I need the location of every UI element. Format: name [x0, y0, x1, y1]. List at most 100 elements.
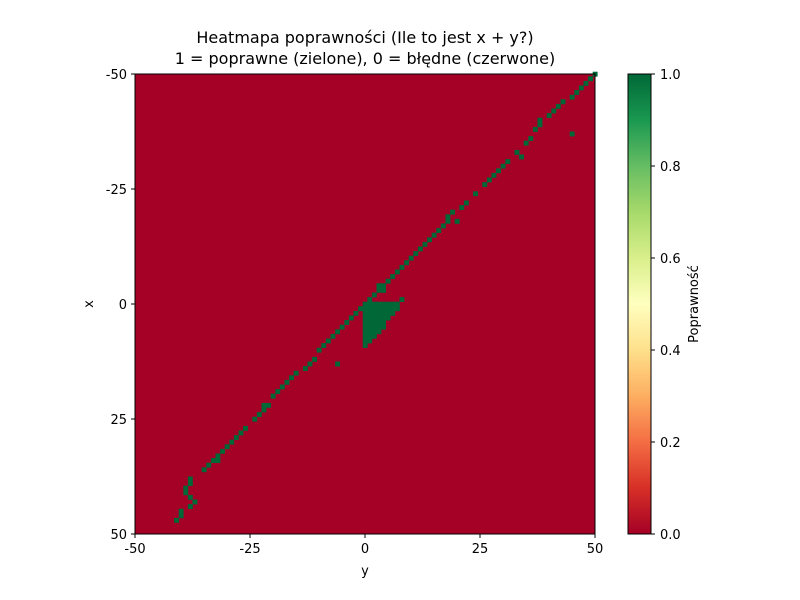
- heatmap-cell-correct: [270, 393, 276, 399]
- heatmap-cell-correct: [385, 278, 391, 284]
- heatmap-cell-correct: [385, 310, 391, 316]
- heatmap-cell-correct: [417, 246, 423, 252]
- heatmap-cell-correct: [371, 329, 377, 335]
- heatmap-cell-correct: [344, 320, 350, 325]
- heatmap-cell-correct: [183, 490, 189, 496]
- heatmap-cell-correct: [376, 310, 382, 316]
- heatmap-cell-correct: [201, 467, 207, 473]
- heatmap-cell-correct: [408, 255, 414, 261]
- heatmap-cell-correct: [381, 324, 386, 330]
- heatmap-cell-correct: [367, 324, 373, 330]
- heatmap-cell-correct: [215, 458, 221, 463]
- heatmap-cell-correct: [321, 343, 327, 348]
- heatmap-cell-correct: [569, 94, 575, 100]
- heatmap-cell-correct: [381, 315, 386, 321]
- heatmap-cell-correct: [371, 310, 377, 316]
- heatmap-cell-correct: [261, 407, 267, 413]
- heatmap-cell-correct: [381, 310, 386, 316]
- heatmap-cell-correct: [583, 80, 589, 86]
- chart-title: Heatmapa poprawności (Ile to jest x + y?…: [196, 28, 533, 47]
- heatmap-cell-correct: [339, 324, 345, 330]
- heatmap-cell-correct: [371, 333, 377, 339]
- heatmap-cell-correct: [293, 370, 299, 376]
- heatmap-cell-correct: [394, 269, 400, 275]
- heatmap-cell-correct: [187, 504, 193, 509]
- heatmap-cell-correct: [440, 223, 446, 229]
- colorbar-tick-label: 0.8: [660, 160, 681, 175]
- heatmap-cell-correct: [578, 85, 584, 91]
- heatmap-cell-correct: [178, 513, 184, 519]
- heatmap-cell-correct: [284, 379, 290, 385]
- heatmap-cell-correct: [500, 163, 506, 169]
- heatmap-cell-correct: [367, 338, 373, 344]
- heatmap-cell-correct: [519, 154, 524, 160]
- heatmap-cell-correct: [233, 435, 239, 440]
- heatmap-cell-correct: [422, 241, 428, 247]
- heatmap-cell-correct: [192, 499, 198, 505]
- heatmap-cell-correct: [353, 310, 359, 316]
- heatmap-cell-correct: [261, 402, 267, 408]
- heatmap-cell-correct: [569, 131, 575, 137]
- heatmap-cell-correct: [376, 315, 382, 321]
- heatmap-cell-correct: [275, 389, 281, 394]
- heatmap-cell-correct: [187, 476, 193, 482]
- heatmap-cell-correct: [385, 315, 391, 321]
- y-tick-label: 50: [110, 528, 127, 543]
- heatmap-cell-correct: [537, 117, 543, 123]
- heatmap-cell-correct: [312, 356, 317, 362]
- heatmap-cell-correct: [362, 310, 368, 316]
- heatmap-cell-correct: [358, 306, 363, 312]
- heatmap-cell-correct: [367, 297, 373, 302]
- heatmap-cell-correct: [238, 430, 244, 436]
- y-axis-label: x: [82, 300, 97, 308]
- heatmap-cell-correct: [367, 306, 373, 312]
- colorbar-tick-label: 1.0: [660, 68, 681, 83]
- heatmap-cell-correct: [362, 333, 368, 339]
- heatmap-cells: [174, 71, 598, 523]
- heatmap-cell-correct: [431, 232, 437, 238]
- heatmap-cell-correct: [243, 425, 248, 431]
- heatmap-cell-correct: [381, 283, 386, 289]
- heatmap-cell-correct: [459, 205, 465, 210]
- heatmap-cell-correct: [390, 310, 396, 316]
- heatmap-cell-correct: [330, 333, 336, 339]
- colorbar: 0.0 0.2 0.4 0.6 0.8 1.0 Poprawność: [627, 68, 702, 543]
- heatmap-cell-correct: [307, 361, 313, 367]
- chart-subtitle: 1 = poprawne (zielone), 0 = błędne (czer…: [175, 49, 555, 68]
- heatmap-cell-correct: [362, 338, 368, 344]
- x-tick-label: 25: [472, 542, 489, 557]
- heatmap-cell-correct: [588, 76, 593, 82]
- heatmap-cell-correct: [187, 481, 193, 486]
- heatmap-cell-correct: [376, 324, 382, 330]
- heatmap-cell-correct: [220, 448, 225, 454]
- heatmap-cell-correct: [302, 366, 308, 371]
- heatmap-cell-correct: [178, 508, 184, 514]
- heatmap-cell-correct: [523, 140, 529, 146]
- heatmap-cell-correct: [376, 287, 382, 293]
- x-tick-label: 50: [587, 542, 604, 557]
- heatmap-cell-correct: [486, 177, 492, 183]
- heatmap-cell-correct: [371, 324, 377, 330]
- heatmap-cell-correct: [367, 329, 373, 335]
- x-axis-label: y: [361, 564, 369, 579]
- heatmap-cell-correct: [381, 301, 386, 307]
- heatmap-cell-correct: [229, 439, 235, 445]
- heatmap-cell-correct: [560, 99, 566, 105]
- heatmap-cell-correct: [385, 306, 391, 312]
- heatmap-cell-correct: [187, 494, 193, 500]
- heatmap-cell-correct: [390, 301, 396, 307]
- heatmap-cell-correct: [224, 444, 230, 450]
- heatmap-cell-correct: [210, 458, 216, 463]
- heatmap-cell-correct: [491, 172, 497, 178]
- heatmap-cell-correct: [445, 218, 451, 224]
- x-tick-label: -50: [124, 542, 145, 557]
- heatmap-cell-correct: [376, 301, 382, 307]
- heatmap-cell-correct: [390, 306, 396, 312]
- heatmap-cell-correct: [252, 416, 258, 422]
- heatmap-cell-correct: [473, 191, 478, 197]
- y-tick-label: 25: [110, 413, 127, 428]
- heatmap-cell-correct: [463, 200, 469, 206]
- heatmap-cell-correct: [362, 320, 368, 325]
- heatmap-cell-correct: [174, 517, 179, 523]
